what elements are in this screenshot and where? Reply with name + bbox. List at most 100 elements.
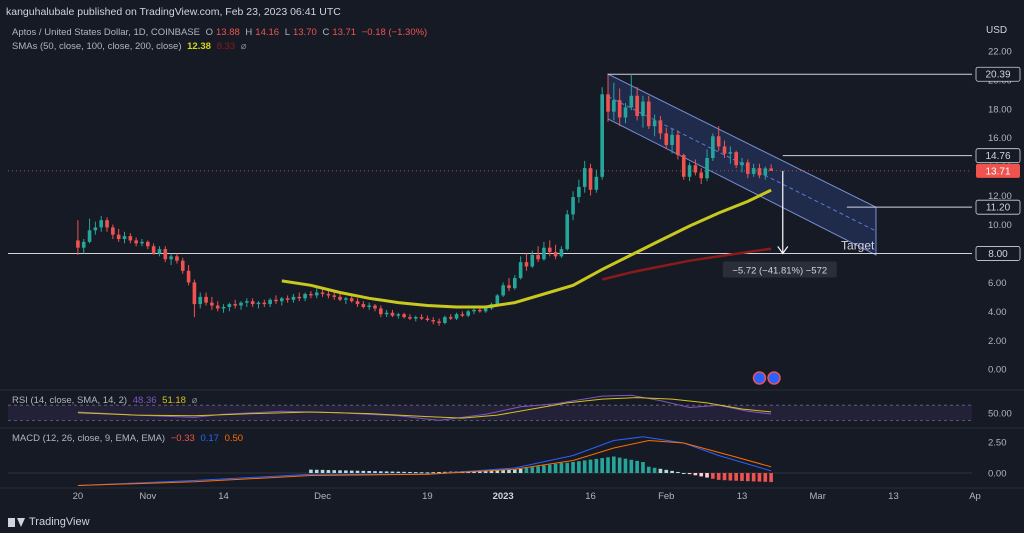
candle-body (454, 314, 459, 319)
candle-body (268, 299, 272, 305)
macd-histogram-bar (582, 460, 587, 473)
candle-body (617, 100, 622, 118)
macd-tick-label: 2.50 (988, 437, 1007, 448)
macd-histogram-bar (681, 473, 686, 474)
candle-body (483, 308, 488, 312)
candle-body (448, 317, 453, 319)
candle-body (553, 252, 558, 257)
price-tick-label: 12.00 (988, 191, 1012, 202)
candle-body (204, 296, 208, 303)
macd-histogram-bar (664, 469, 669, 473)
candle-body (536, 254, 540, 260)
macd-histogram-bar (571, 462, 575, 473)
high-label: H (245, 27, 253, 38)
candle-body (606, 94, 610, 112)
low-value: 13.70 (293, 27, 317, 38)
macd-histogram-bar (542, 465, 546, 473)
us-event-flag-icon (767, 371, 781, 385)
rsi-visibility-icon[interactable]: ⌀ (191, 395, 198, 406)
sma-label[interactable]: SMAs (50, close, 100, close, 200, close) (12, 41, 182, 52)
candle-body (431, 320, 436, 322)
currency-label: USD (986, 25, 1008, 36)
price-tick-label: 10.00 (988, 220, 1012, 231)
macd-histogram-bar (646, 466, 651, 473)
price-tick-label: 4.00 (988, 307, 1007, 318)
candle-body (198, 296, 203, 305)
price-tick-label: 0.00 (988, 365, 1007, 376)
macd-histogram-bar (495, 470, 500, 473)
macd-signal-value: 0.50 (224, 433, 244, 444)
tradingview-footer: TradingView (8, 516, 90, 528)
macd-legend: MACD (12, 26, close, 9, EMA, EMA) −0.33 … (12, 433, 246, 444)
macd-histogram-bar (501, 469, 505, 473)
symbol-name[interactable]: Aptos / United States Dollar, 1D, COINBA… (12, 27, 200, 38)
price-tick-label: 6.00 (988, 278, 1007, 289)
macd-histogram-bar (518, 468, 523, 473)
candle-body (396, 314, 401, 316)
macd-histogram-bar (355, 470, 360, 473)
macd-histogram-bar (746, 473, 750, 482)
publisher-line: kanguhalubale published on TradingView.c… (6, 6, 341, 18)
time-tick-label: Feb (658, 491, 674, 502)
candle-body (577, 186, 581, 198)
candle-body (413, 317, 418, 319)
open-value: 13.88 (216, 27, 240, 38)
candle-body (344, 298, 348, 300)
macd-histogram-bar (769, 473, 773, 483)
rsi-label[interactable]: RSI (14, close, SMA, 14, 2) (12, 395, 128, 406)
candle-body (728, 152, 733, 154)
close-label: C (322, 27, 330, 38)
visibility-toggle-icon[interactable]: ⌀ (240, 41, 247, 52)
candle-body (314, 292, 319, 296)
candle-body (699, 172, 704, 179)
macd-histogram-bar (687, 473, 692, 475)
candle-body (122, 236, 127, 239)
candle-body (379, 308, 383, 315)
macd-histogram-bar (606, 457, 610, 473)
candle-body (210, 302, 214, 306)
candle-body (722, 146, 727, 154)
current-price-tag (976, 163, 1020, 178)
measure-label: −5.72 (−41.81%) −572 (732, 265, 827, 276)
candle-body (425, 318, 430, 321)
candle-body (332, 295, 337, 297)
price-tick-label: 2.00 (988, 336, 1007, 347)
macd-histogram-bar (489, 470, 494, 473)
candle-body (478, 309, 482, 312)
macd-histogram-bar (559, 463, 564, 473)
macd-histogram-bar (652, 467, 657, 473)
candle-body (635, 95, 639, 117)
level-price-label: 8.00 (988, 249, 1008, 260)
candle-body (681, 155, 686, 177)
macd-histogram-bar (670, 470, 674, 473)
macd-histogram-bar (425, 472, 430, 474)
macd-histogram-bar (367, 471, 371, 473)
macd-histogram-bar (676, 471, 680, 473)
symbol-legend: Aptos / United States Dollar, 1D, COINBA… (12, 27, 430, 38)
candle-body (361, 304, 366, 307)
candle-body (751, 168, 756, 174)
macd-histogram-bar (309, 469, 313, 473)
macd-histogram-bar (344, 470, 348, 473)
macd-histogram-bar (314, 469, 319, 473)
macd-histogram-bar (565, 462, 570, 473)
candle-body (186, 270, 191, 283)
macd-hist-value: −0.33 (170, 433, 195, 444)
candle-body (664, 133, 669, 145)
macd-histogram-bar (483, 470, 488, 473)
rsi-sma-line (77, 397, 772, 419)
candle-body (111, 227, 115, 235)
candle-body (524, 262, 529, 267)
macd-histogram-bar (408, 471, 412, 473)
macd-label[interactable]: MACD (12, 26, close, 9, EMA, EMA) (12, 433, 166, 444)
macd-histogram-bar (705, 473, 709, 478)
candle-body (658, 120, 663, 134)
candle-body (687, 165, 692, 177)
candle-body (530, 254, 535, 267)
change-value: −0.18 (−1.30%) (361, 27, 428, 38)
macd-histogram-bar (617, 457, 622, 473)
macd-histogram-bar (431, 472, 436, 474)
candle-body (373, 305, 377, 309)
